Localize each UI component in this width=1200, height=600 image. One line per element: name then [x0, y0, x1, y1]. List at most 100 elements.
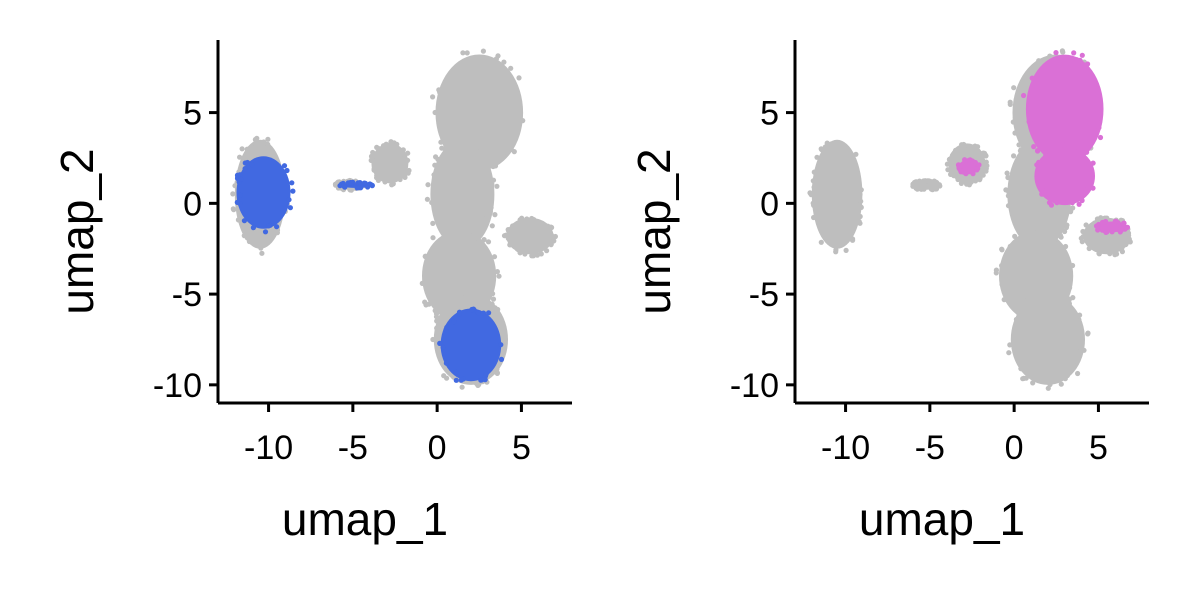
- left-highlight-cluster-2: [440, 308, 502, 382]
- right-background-point: [1037, 61, 1043, 67]
- left-highlight-point: [250, 225, 256, 231]
- left-highlight-point: [437, 340, 443, 346]
- left-background-point: [488, 204, 494, 211]
- left-background-point: [348, 187, 354, 193]
- right-background-point: [1019, 140, 1025, 146]
- right-background-point: [983, 168, 989, 174]
- left-background-point: [486, 175, 492, 181]
- left-background-point: [509, 223, 516, 229]
- left-highlight-point: [237, 172, 243, 178]
- right-x-tick-label: -10: [821, 429, 870, 467]
- right-background-point: [1007, 342, 1013, 348]
- left-background-point: [475, 235, 481, 241]
- right-background-point: [999, 247, 1005, 253]
- right-highlight-cluster-1: [1034, 147, 1095, 206]
- left-background-point: [524, 216, 530, 222]
- left-x-tick-label: 0: [428, 429, 447, 467]
- right-background-point: [810, 178, 816, 184]
- left-highlight-point: [347, 179, 354, 186]
- right-background-point: [1005, 174, 1011, 181]
- right-highlight-point: [1120, 220, 1127, 226]
- right-background-point: [1012, 216, 1018, 222]
- left-highlight-cluster-0: [236, 156, 291, 229]
- left-background-point: [259, 250, 265, 256]
- left-background-point: [433, 311, 440, 317]
- right-background-point: [983, 153, 989, 159]
- right-axes: -10 -5 0 5 -10 -5 0 5: [730, 40, 1149, 467]
- right-background-point: [918, 186, 925, 192]
- right-background-point: [1052, 240, 1058, 246]
- right-background-point: [1064, 222, 1070, 228]
- left-highlight-point: [369, 183, 375, 189]
- right-background-point: [999, 263, 1005, 269]
- left-highlight-point: [274, 224, 280, 230]
- left-background-point: [534, 252, 541, 258]
- left-y-tick-label: 0: [183, 185, 202, 223]
- left-highlight-point: [482, 377, 488, 383]
- left-background-point: [505, 235, 511, 241]
- left-highlight-point: [234, 199, 240, 205]
- right-background-point: [1007, 243, 1013, 249]
- right-background-point: [1065, 206, 1071, 212]
- right-y-axis-title: umap_2: [628, 148, 680, 314]
- right-background-point: [1085, 331, 1091, 337]
- left-background-point: [485, 239, 492, 245]
- left-background-point: [472, 148, 479, 154]
- right-background-point: [1112, 252, 1118, 258]
- left-highlight-point: [498, 342, 504, 348]
- left-highlight-point: [289, 180, 295, 186]
- left-highlight-point: [443, 360, 449, 366]
- left-background-point: [548, 241, 554, 247]
- left-background-point: [544, 248, 550, 254]
- right-highlight-point: [970, 171, 976, 177]
- right-background-point: [857, 191, 863, 197]
- right-background-cluster-6: [1010, 294, 1085, 385]
- right-background-point: [1070, 295, 1076, 301]
- right-background-point: [1070, 362, 1076, 368]
- right-background-point: [1005, 203, 1012, 209]
- left-highlight-point: [262, 229, 269, 235]
- right-background-point: [858, 198, 864, 204]
- right-highlight-point: [1095, 222, 1101, 229]
- right-background-point: [928, 186, 935, 192]
- right-background-point: [843, 247, 849, 253]
- left-background-point: [494, 269, 500, 275]
- left-background-point: [506, 228, 512, 234]
- left-highlight-point: [281, 163, 288, 169]
- right-background-point: [850, 236, 856, 242]
- right-background-point: [1060, 251, 1066, 257]
- right-background-point: [915, 179, 921, 185]
- right-highlight-point: [1090, 185, 1096, 191]
- left-umap-panel: -10 -5 0 5 -10 -5 0 5 umap_1 umap_2: [51, 40, 572, 545]
- right-y-tick-label: -5: [749, 276, 779, 314]
- left-highlight-point: [458, 377, 464, 383]
- right-background-point: [1008, 195, 1015, 201]
- left-highlight-point: [266, 223, 272, 229]
- left-background-point: [375, 177, 381, 183]
- right-background-point: [853, 151, 859, 157]
- left-background-point: [501, 233, 508, 239]
- right-highlight-point: [1099, 219, 1105, 226]
- right-highlight-point: [1083, 187, 1089, 193]
- left-background-point: [436, 108, 442, 114]
- left-highlight-point: [444, 324, 450, 330]
- left-background-point: [500, 68, 506, 74]
- right-highlight-points: [955, 50, 1131, 235]
- right-highlight-point: [1043, 63, 1049, 69]
- right-background-point: [1051, 234, 1057, 241]
- left-background-point: [493, 56, 499, 62]
- right-highlight-point: [1097, 134, 1104, 141]
- left-background-point: [480, 48, 486, 54]
- right-background-point: [1027, 67, 1033, 74]
- left-background-point: [530, 253, 537, 259]
- left-background-point: [484, 56, 490, 62]
- left-highlight-point: [354, 185, 360, 191]
- right-background-point: [1030, 380, 1036, 386]
- right-background-point: [846, 149, 852, 155]
- right-background-point: [1045, 385, 1051, 391]
- left-highlight-point: [451, 318, 457, 325]
- right-highlight-point: [1112, 218, 1118, 224]
- right-background-point: [1079, 239, 1085, 245]
- right-background-point: [921, 178, 927, 184]
